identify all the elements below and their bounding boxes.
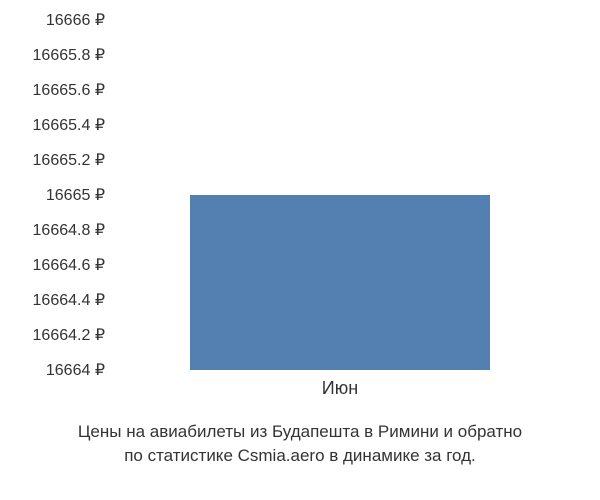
y-tick-label: 16664.4 ₽ bbox=[0, 290, 105, 310]
price-chart: 16664 ₽ 16664.2 ₽ 16664.4 ₽ 16664.6 ₽ 16664.… bbox=[0, 0, 600, 500]
caption-line-2: по статистике Csmia.aero в динамике за г… bbox=[30, 444, 570, 468]
plot-area bbox=[120, 20, 560, 370]
y-tick-label: 16665.4 ₽ bbox=[0, 115, 105, 135]
y-tick-label: 16664.6 ₽ bbox=[0, 255, 105, 275]
y-tick-label: 16665.6 ₽ bbox=[0, 80, 105, 100]
x-tick-label: Июн bbox=[322, 378, 358, 399]
y-tick-label: 16665 ₽ bbox=[0, 185, 105, 205]
bar bbox=[190, 195, 489, 370]
chart-caption: Цены на авиабилеты из Будапешта в Римини… bbox=[30, 420, 570, 468]
y-tick-label: 16664.8 ₽ bbox=[0, 220, 105, 240]
y-axis: 16664 ₽16664.2 ₽16664.4 ₽16664.6 ₽16664.… bbox=[0, 20, 115, 370]
y-tick-label: 16665.8 ₽ bbox=[0, 45, 105, 65]
caption-line-1: Цены на авиабилеты из Будапешта в Римини… bbox=[30, 420, 570, 444]
y-tick-label: 16664.2 ₽ bbox=[0, 325, 105, 345]
y-tick-label: 16666 ₽ bbox=[0, 10, 105, 30]
y-tick-label: 16664 ₽ bbox=[0, 360, 105, 380]
y-tick-label: 16665.2 ₽ bbox=[0, 150, 105, 170]
x-axis: Июн bbox=[120, 378, 560, 408]
